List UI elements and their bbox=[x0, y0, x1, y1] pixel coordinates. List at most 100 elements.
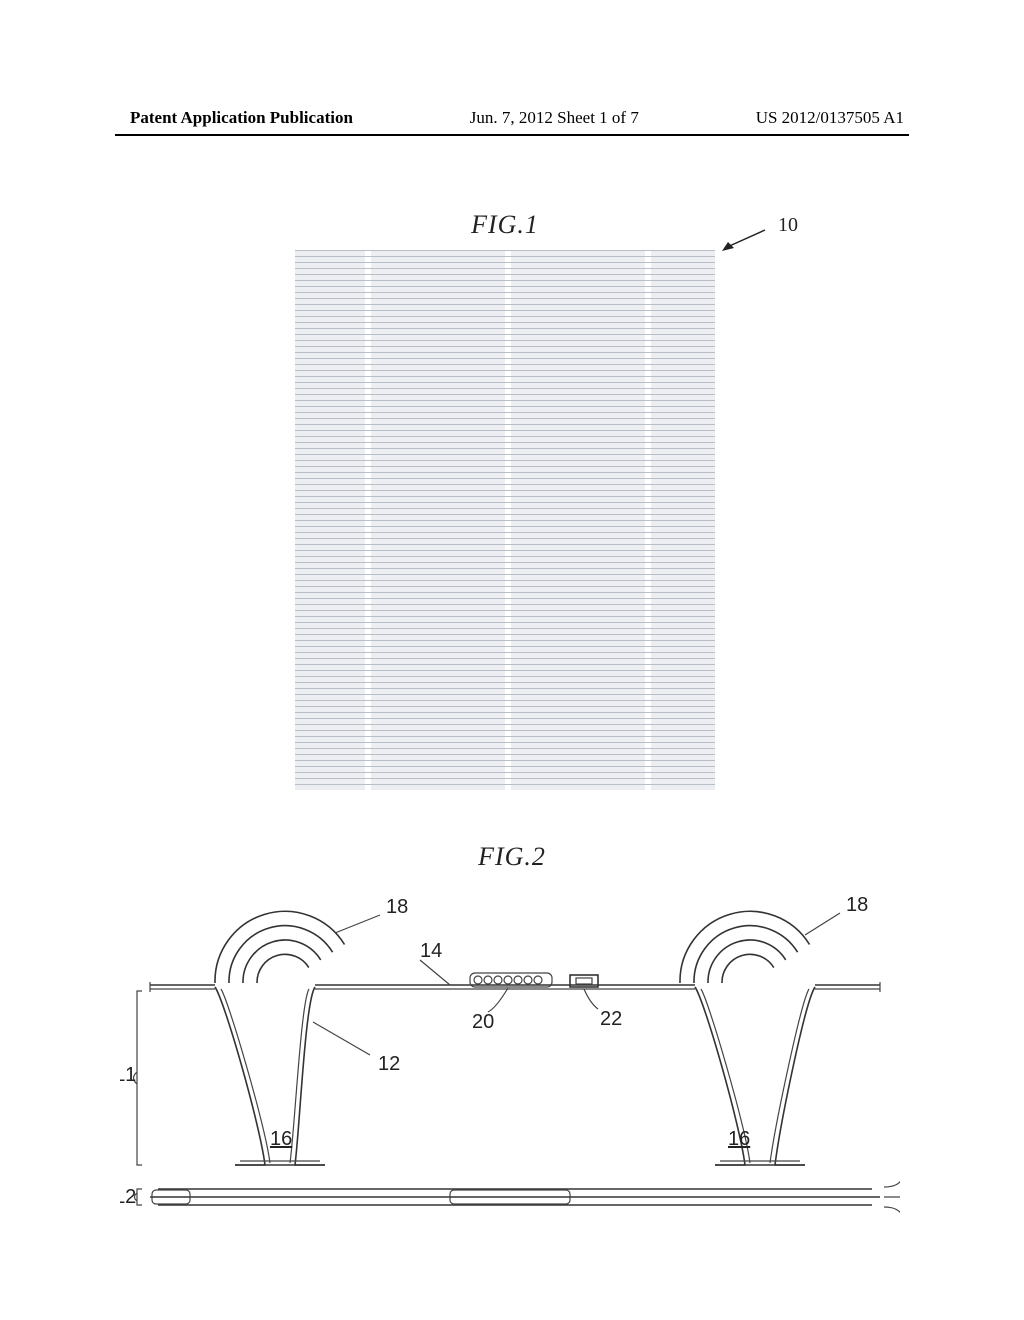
fig2-drawing: 1818141220221616L1L2262428 bbox=[120, 875, 900, 1245]
hatch-line bbox=[295, 466, 715, 467]
hatch-line bbox=[295, 268, 715, 269]
hatch-line bbox=[295, 382, 715, 383]
svg-text:14: 14 bbox=[420, 940, 442, 962]
hatch-line bbox=[295, 406, 715, 407]
hatch-line bbox=[295, 304, 715, 305]
fig1-label: FIG.1 bbox=[280, 210, 730, 240]
hatch-line bbox=[295, 364, 715, 365]
hatch-line bbox=[295, 772, 715, 773]
hatch-line bbox=[295, 448, 715, 449]
hatch-line bbox=[295, 712, 715, 713]
svg-text:16: 16 bbox=[270, 1128, 292, 1150]
hatch-line bbox=[295, 538, 715, 539]
hatch-line bbox=[295, 286, 715, 287]
hatch-line bbox=[295, 652, 715, 653]
hatch-line bbox=[295, 616, 715, 617]
hatch-line bbox=[295, 430, 715, 431]
hatch-line bbox=[295, 490, 715, 491]
hatch-line bbox=[295, 292, 715, 293]
hatch-line bbox=[295, 604, 715, 605]
hatch-line bbox=[295, 346, 715, 347]
header-left: Patent Application Publication bbox=[130, 108, 353, 128]
svg-text:L2: L2 bbox=[120, 1186, 136, 1208]
hatch-line bbox=[295, 544, 715, 545]
hatch-line bbox=[295, 496, 715, 497]
hatch-line bbox=[295, 376, 715, 377]
hatch-line bbox=[295, 664, 715, 665]
hatch-line bbox=[295, 760, 715, 761]
hatch-line bbox=[295, 586, 715, 587]
svg-text:18: 18 bbox=[386, 896, 408, 918]
header-right: US 2012/0137505 A1 bbox=[756, 108, 904, 128]
hatch-line bbox=[295, 610, 715, 611]
hatch-line bbox=[295, 478, 715, 479]
hatch-line bbox=[295, 688, 715, 689]
hatch-line bbox=[295, 436, 715, 437]
hatch-line bbox=[295, 328, 715, 329]
hatch-line bbox=[295, 562, 715, 563]
svg-text:12: 12 bbox=[378, 1053, 400, 1075]
hatch-line bbox=[295, 748, 715, 749]
hatch-line bbox=[295, 388, 715, 389]
hatch-line bbox=[295, 460, 715, 461]
hatch-line bbox=[295, 514, 715, 515]
hatch-line bbox=[295, 442, 715, 443]
hatch-line bbox=[295, 340, 715, 341]
page-header: Patent Application Publication Jun. 7, 2… bbox=[0, 108, 1024, 128]
hatch-line bbox=[295, 274, 715, 275]
hatch-line bbox=[295, 634, 715, 635]
svg-text:L1: L1 bbox=[120, 1064, 136, 1086]
hatch-line bbox=[295, 778, 715, 779]
hatch-line bbox=[295, 754, 715, 755]
hatch-line bbox=[295, 550, 715, 551]
header-rule bbox=[115, 134, 909, 136]
hatch-line bbox=[295, 370, 715, 371]
hatch-line bbox=[295, 322, 715, 323]
hatch-line bbox=[295, 526, 715, 527]
hatch-line bbox=[295, 670, 715, 671]
hatch-line bbox=[295, 484, 715, 485]
hatch-line bbox=[295, 310, 715, 311]
hatch-line bbox=[295, 730, 715, 731]
hatch-line bbox=[295, 628, 715, 629]
hatch-line bbox=[295, 394, 715, 395]
hatch-line bbox=[295, 736, 715, 737]
fig1-ref-10: 10 bbox=[720, 218, 800, 258]
hatch-line bbox=[295, 412, 715, 413]
hatch-line bbox=[295, 508, 715, 509]
hatch-line bbox=[295, 640, 715, 641]
hatch-line bbox=[295, 418, 715, 419]
hatch-line bbox=[295, 676, 715, 677]
svg-text:18: 18 bbox=[846, 894, 868, 916]
hatch-line bbox=[295, 592, 715, 593]
hatch-line bbox=[295, 622, 715, 623]
hatch-line bbox=[295, 352, 715, 353]
hatch-line bbox=[295, 316, 715, 317]
svg-text:16: 16 bbox=[728, 1128, 750, 1150]
hatch-line bbox=[295, 520, 715, 521]
hatch-line bbox=[295, 574, 715, 575]
hatch-line bbox=[295, 706, 715, 707]
hatch-line bbox=[295, 784, 715, 785]
fig1-hatched-panel bbox=[295, 250, 715, 790]
hatch-line bbox=[295, 424, 715, 425]
hatch-line bbox=[295, 532, 715, 533]
hatch-line bbox=[295, 694, 715, 695]
hatch-line bbox=[295, 400, 715, 401]
hatch-line bbox=[295, 502, 715, 503]
hatch-line bbox=[295, 556, 715, 557]
hatch-line bbox=[295, 454, 715, 455]
svg-text:22: 22 bbox=[600, 1008, 622, 1030]
fig1-label-wrap: FIG.1 bbox=[280, 210, 730, 240]
svg-text:20: 20 bbox=[472, 1011, 494, 1033]
fig2-label: FIG.2 bbox=[0, 842, 1024, 872]
hatch-line bbox=[295, 250, 715, 251]
header-center: Jun. 7, 2012 Sheet 1 of 7 bbox=[470, 108, 639, 128]
hatch-line bbox=[295, 334, 715, 335]
hatch-line bbox=[295, 658, 715, 659]
hatch-line bbox=[295, 280, 715, 281]
hatch-line bbox=[295, 568, 715, 569]
hatch-line bbox=[295, 646, 715, 647]
hatch-line bbox=[295, 256, 715, 257]
hatch-line bbox=[295, 700, 715, 701]
